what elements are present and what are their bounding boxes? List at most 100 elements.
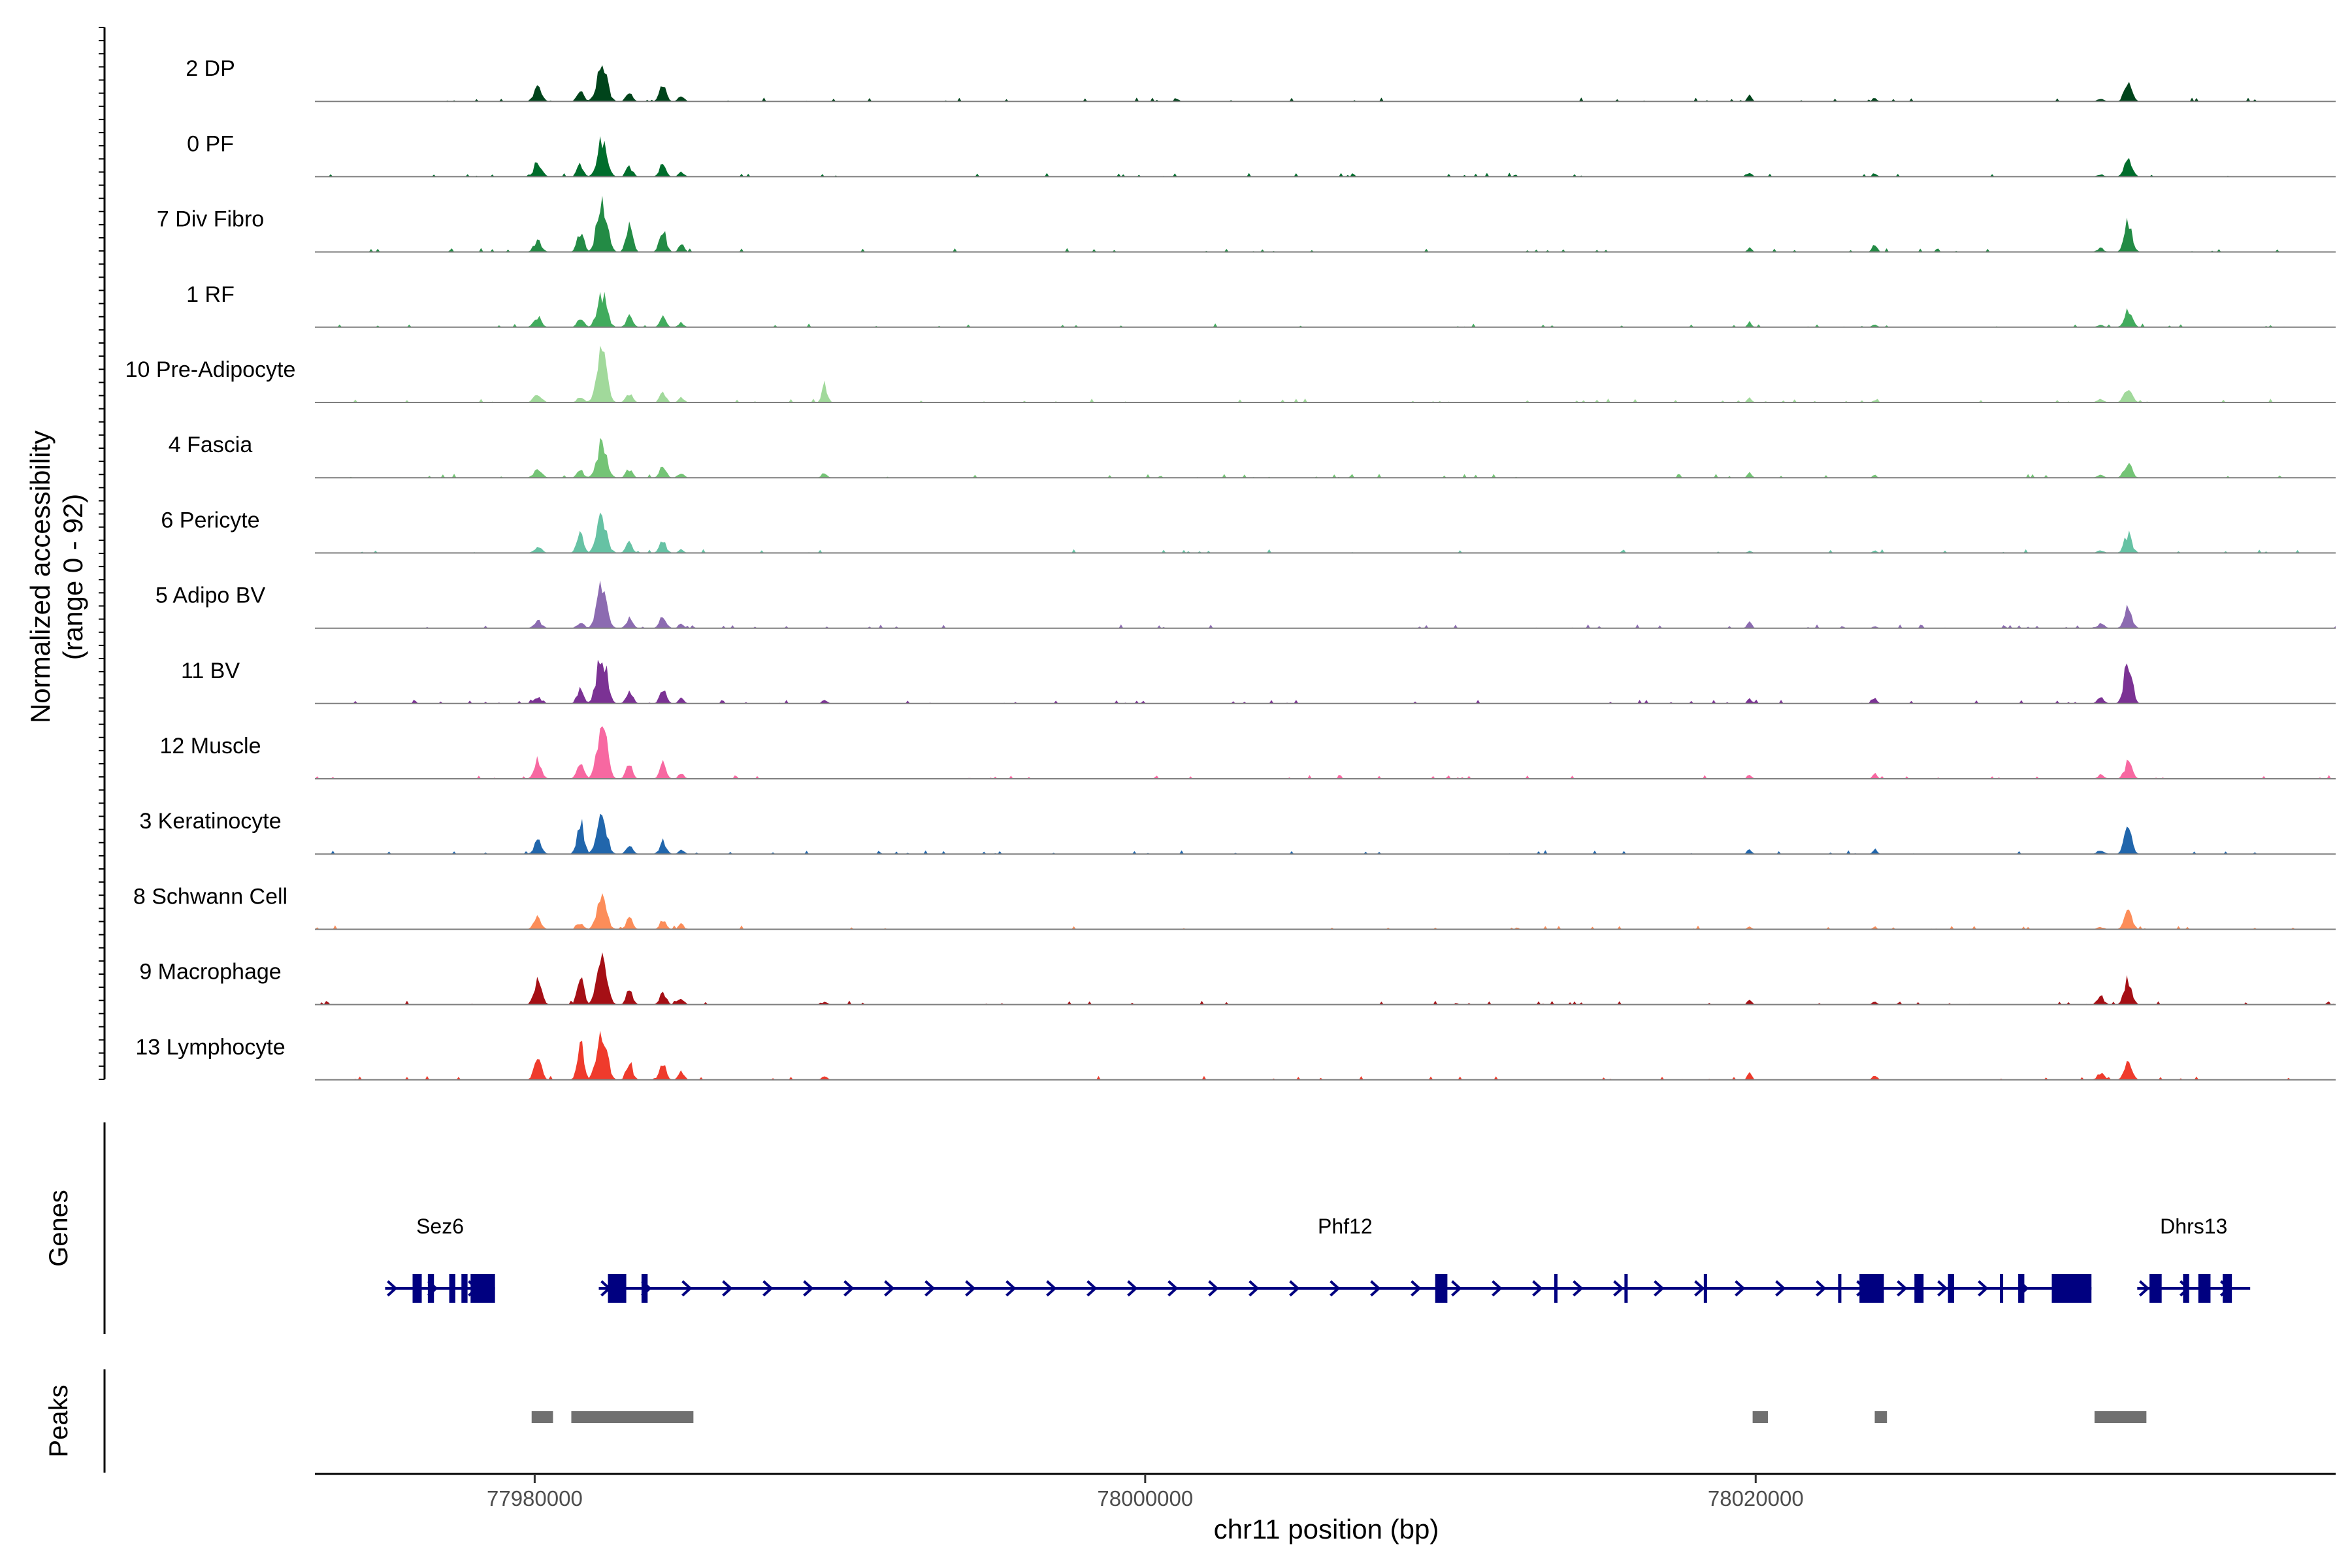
x-tick-label: 77980000 <box>487 1486 583 1511</box>
exon <box>1948 1274 1954 1303</box>
strand-arrow <box>884 1280 895 1297</box>
strand-arrow <box>1573 1280 1584 1297</box>
exon <box>2198 1274 2211 1303</box>
genes-panel-title: Genes <box>44 1190 73 1267</box>
coverage-y-axis-title-line2: (range 0 - 92) <box>57 494 88 660</box>
x-axis-title: chr11 position (bp) <box>1214 1514 1439 1544</box>
track-label: 1 RF <box>186 282 235 307</box>
x-tick-label: 78000000 <box>1097 1486 1193 1511</box>
track-label: 4 Fascia <box>169 433 253 457</box>
strand-arrow <box>1451 1280 1462 1297</box>
strand-arrow <box>762 1280 774 1297</box>
gene-annotation-track: Sez6 Phf12 Dhrs13 <box>385 1215 2251 1303</box>
peaks-track <box>531 1411 2147 1423</box>
coverage-y-axis-title-line1: Normalized accessibility <box>25 431 56 723</box>
strand-arrow <box>1694 1280 1705 1297</box>
gene-phf12: Phf12 <box>598 1215 2092 1303</box>
exon <box>2183 1274 2189 1303</box>
gene-label: Dhrs13 <box>2160 1215 2227 1238</box>
coverage-area <box>315 659 2336 704</box>
track-7-div-fibro: 7 Div Fibro <box>157 195 2336 253</box>
track-8-schwann-cell: 8 Schwann Cell <box>133 884 2336 930</box>
strand-arrow <box>1897 1280 1908 1297</box>
strand-arrow <box>1208 1280 1219 1297</box>
track-1-rf: 1 RF <box>186 282 2336 328</box>
exon <box>1859 1274 1884 1303</box>
strand-arrow <box>924 1280 936 1297</box>
coverage-y-axis-title: Normalized accessibility (range 0 - 92) <box>25 431 88 723</box>
track-12-muscle: 12 Muscle <box>160 726 2336 779</box>
exon <box>449 1274 455 1303</box>
strand-arrow <box>722 1280 733 1297</box>
peak <box>1874 1411 1887 1423</box>
exon <box>2051 1274 2092 1303</box>
track-label: 6 Pericyte <box>161 508 259 532</box>
track-label: 0 PF <box>187 131 234 156</box>
exon <box>1914 1274 1924 1303</box>
strand-arrow <box>1127 1280 1138 1297</box>
strand-arrow <box>1005 1280 1017 1297</box>
exon <box>1554 1274 1558 1303</box>
strand-arrow <box>1816 1280 1827 1297</box>
track-5-adipo-bv: 5 Adipo BV <box>155 580 2336 629</box>
coverage-area <box>315 438 2336 478</box>
track-label: 11 BV <box>181 659 240 683</box>
strand-arrow <box>843 1280 855 1297</box>
peaks-panel-title: Peaks <box>44 1384 73 1457</box>
peak <box>1752 1411 1768 1423</box>
strand-arrow <box>1654 1280 1665 1297</box>
track-4-fascia: 4 Fascia <box>169 433 2336 479</box>
gene-dhrs13: Dhrs13 <box>2137 1215 2251 1303</box>
coverage-tracks: 2 DP 0 PF 7 Div Fibro 1 RF 10 Pre-Adipocyte 4… <box>125 56 2336 1081</box>
exon <box>2018 1274 2025 1303</box>
track-13-lymphocyte: 13 Lymphocyte <box>135 1030 2336 1081</box>
track-9-macrophage: 9 Macrophage <box>139 952 2336 1005</box>
coverage-area <box>315 726 2336 779</box>
track-label: 5 Adipo BV <box>155 583 266 608</box>
strand-arrow <box>1289 1280 1300 1297</box>
exon <box>1703 1274 1707 1303</box>
track-11-bv: 11 BV <box>181 659 2336 704</box>
coverage-area <box>315 291 2336 327</box>
coverage-area <box>315 952 2336 1005</box>
track-label: 3 Keratinocyte <box>139 809 281 834</box>
exon <box>608 1274 627 1303</box>
exon <box>1624 1274 1628 1303</box>
strand-arrow <box>1492 1280 1503 1297</box>
track-label: 7 Div Fibro <box>157 207 264 232</box>
exon <box>1838 1274 1842 1303</box>
exon <box>2000 1274 2004 1303</box>
strand-arrow <box>1735 1280 1746 1297</box>
x-tick-label: 78020000 <box>1708 1486 1804 1511</box>
track-3-keratinocyte: 3 Keratinocyte <box>139 809 2336 855</box>
track-10-pre-adipocyte: 10 Pre-Adipocyte <box>125 346 2336 403</box>
strand-arrow <box>1086 1280 1098 1297</box>
coverage-area <box>315 65 2336 102</box>
track-label: 9 Macrophage <box>139 960 281 985</box>
track-label: 8 Schwann Cell <box>133 884 287 909</box>
strand-arrow <box>1613 1280 1624 1297</box>
strand-arrow <box>387 1280 398 1297</box>
strand-arrow <box>2138 1280 2150 1297</box>
peak <box>531 1411 553 1423</box>
exon <box>427 1274 434 1303</box>
gene-sez6: Sez6 <box>385 1215 495 1303</box>
exon <box>2223 1274 2232 1303</box>
gene-label: Phf12 <box>1318 1215 1373 1238</box>
strand-arrow <box>1046 1280 1057 1297</box>
strand-arrow <box>1532 1280 1543 1297</box>
strand-arrow <box>681 1280 693 1297</box>
strand-arrow <box>1249 1280 1260 1297</box>
peak <box>571 1411 694 1423</box>
exon <box>470 1274 495 1303</box>
coverage-area <box>315 346 2336 402</box>
coverage-area <box>315 195 2336 252</box>
peak <box>2094 1411 2147 1423</box>
coverage-y-axis <box>99 27 106 1080</box>
coverage-area <box>315 1030 2336 1080</box>
track-label: 10 Pre-Adipocyte <box>125 357 296 382</box>
coverage-area <box>315 813 2336 855</box>
strand-arrow <box>1330 1280 1341 1297</box>
strand-arrow <box>965 1280 976 1297</box>
coverage-area <box>315 512 2336 553</box>
